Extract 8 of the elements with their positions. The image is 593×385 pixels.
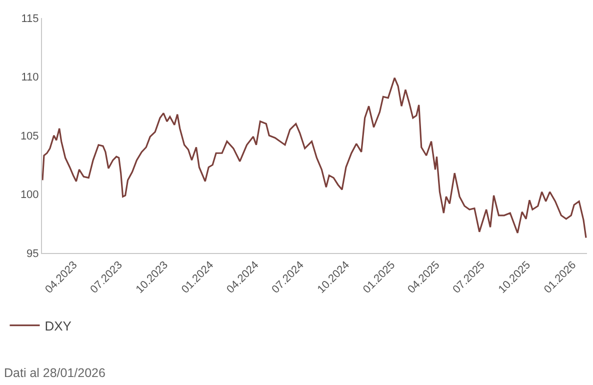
line-series [42, 77, 587, 239]
text: Dati al 28/01/2026 [4, 366, 106, 380]
y-tick-label: 105 [20, 130, 39, 142]
y-tick-label: 100 [20, 189, 39, 202]
y-tick-label: 115 [21, 12, 39, 25]
legend-label: DXY [44, 318, 72, 334]
y-tick-label: 95 [26, 248, 39, 260]
y-tick-label: 110 [21, 72, 39, 84]
